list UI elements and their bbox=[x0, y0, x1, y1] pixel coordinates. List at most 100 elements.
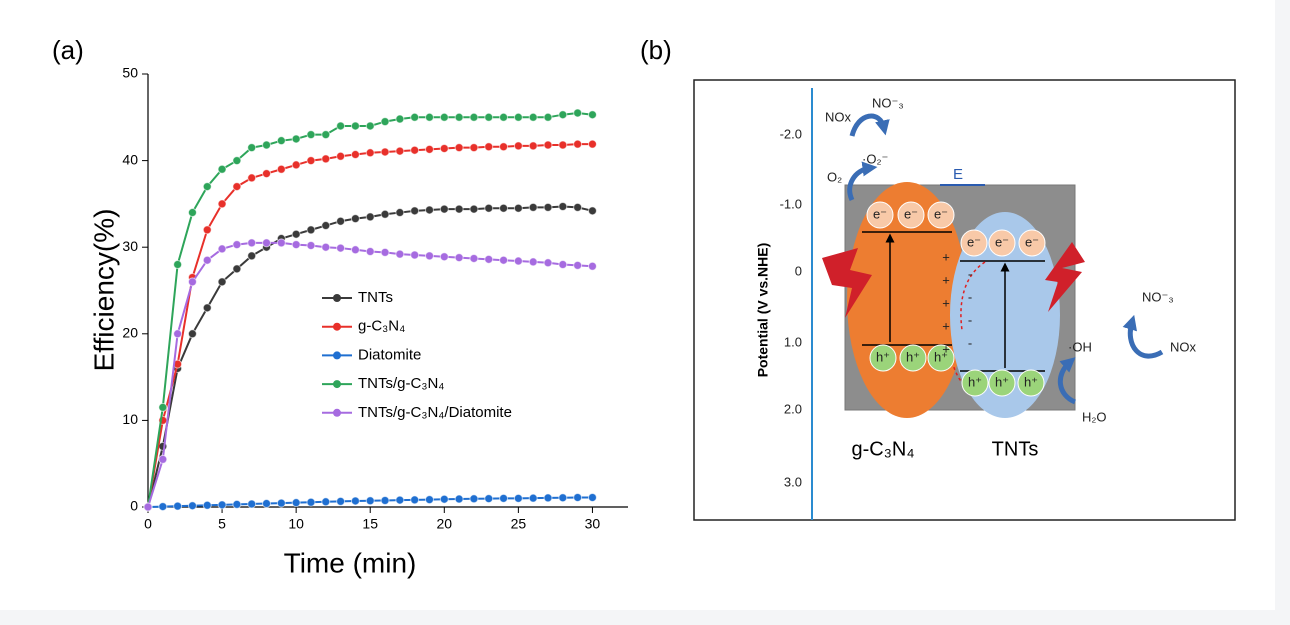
negative-charge: - bbox=[968, 312, 972, 327]
data-point bbox=[350, 245, 360, 255]
data-point bbox=[173, 329, 183, 339]
data-point bbox=[454, 112, 464, 122]
legend-label: Diatomite bbox=[358, 346, 421, 363]
data-point bbox=[217, 164, 227, 174]
data-point bbox=[469, 112, 479, 122]
light-bolt bbox=[822, 248, 872, 318]
data-point bbox=[143, 502, 153, 512]
diagram: Potential (V vs.NHE) -2.0 -1.0 0 1.0 2.0… bbox=[693, 79, 1236, 521]
y-tick-label: 20 bbox=[122, 325, 138, 341]
data-point bbox=[528, 257, 538, 267]
hole: h⁺ bbox=[1024, 374, 1038, 389]
data-point bbox=[291, 160, 301, 170]
data-point bbox=[587, 261, 597, 271]
data-point bbox=[424, 495, 434, 505]
panel-label: (a) bbox=[52, 35, 84, 65]
data-point bbox=[202, 182, 212, 192]
x-tick-label: 20 bbox=[437, 516, 453, 532]
legend-marker bbox=[333, 351, 341, 360]
data-point bbox=[232, 240, 242, 250]
data-point bbox=[217, 244, 227, 254]
data-point bbox=[410, 495, 420, 505]
data-point bbox=[336, 151, 346, 161]
data-point bbox=[365, 212, 375, 222]
data-point bbox=[469, 494, 479, 504]
data-point bbox=[350, 496, 360, 506]
data-point bbox=[336, 216, 346, 226]
data-point bbox=[424, 251, 434, 261]
data-point bbox=[573, 202, 583, 212]
data-point bbox=[321, 497, 331, 507]
data-point bbox=[410, 145, 420, 155]
x-tick-label: 25 bbox=[511, 516, 527, 532]
potential-tick: 1.0 bbox=[784, 334, 802, 349]
material-label: g-C₃N₄ bbox=[852, 438, 915, 460]
data-point bbox=[247, 251, 257, 261]
data-point bbox=[365, 121, 375, 131]
x-tick-label: 15 bbox=[362, 516, 378, 532]
data-point bbox=[306, 156, 316, 166]
data-point bbox=[513, 493, 523, 503]
data-point bbox=[469, 204, 479, 214]
y-axis-title: Efficiency(%) bbox=[88, 209, 119, 372]
data-point bbox=[558, 493, 568, 503]
data-point bbox=[276, 238, 286, 248]
data-point bbox=[573, 108, 583, 118]
data-point bbox=[543, 202, 553, 212]
data-point bbox=[528, 493, 538, 503]
data-point bbox=[232, 182, 242, 192]
positive-charge: + bbox=[942, 318, 950, 333]
data-point bbox=[365, 148, 375, 158]
data-point bbox=[499, 142, 509, 152]
hole: h⁺ bbox=[934, 349, 948, 364]
data-point bbox=[454, 253, 464, 263]
potential-tick: -1.0 bbox=[780, 196, 802, 211]
data-point bbox=[543, 258, 553, 268]
data-point bbox=[410, 112, 420, 122]
data-point bbox=[395, 208, 405, 218]
data-point bbox=[291, 498, 301, 508]
material-label: TNTs bbox=[992, 438, 1039, 460]
data-point bbox=[454, 204, 464, 214]
data-point bbox=[350, 150, 360, 160]
data-point bbox=[291, 134, 301, 144]
data-point bbox=[484, 494, 494, 504]
legend-label: TNTs/g-C₃N₄/Diatomite bbox=[358, 404, 512, 421]
electron-transfer bbox=[960, 261, 986, 331]
data-point bbox=[573, 260, 583, 270]
data-point bbox=[543, 140, 553, 150]
legend-label: g-C₃N₄ bbox=[358, 318, 405, 335]
x-tick-label: 5 bbox=[218, 516, 226, 532]
data-point bbox=[484, 254, 494, 264]
data-point bbox=[558, 140, 568, 150]
data-point bbox=[187, 277, 197, 287]
data-point bbox=[306, 225, 316, 235]
data-point bbox=[158, 502, 168, 512]
data-point bbox=[158, 454, 168, 464]
data-point bbox=[543, 493, 553, 503]
data-point bbox=[232, 264, 242, 274]
x-axis-title: Time (min) bbox=[284, 547, 417, 578]
field-label: E bbox=[953, 166, 963, 183]
negative-charge: - bbox=[968, 266, 972, 281]
data-point bbox=[291, 240, 301, 250]
data-point bbox=[202, 500, 212, 510]
data-point bbox=[439, 252, 449, 262]
data-point bbox=[336, 243, 346, 253]
data-point bbox=[395, 146, 405, 156]
figure: (a) (b) Time (min) Efficiency(%) Potenti… bbox=[0, 0, 1275, 610]
electron: e⁻ bbox=[873, 206, 887, 221]
data-point bbox=[424, 205, 434, 215]
data-point bbox=[573, 492, 583, 502]
data-point bbox=[380, 147, 390, 157]
data-point bbox=[484, 142, 494, 152]
data-point bbox=[173, 501, 183, 511]
reaction-arrow bbox=[1122, 314, 1164, 359]
holes bbox=[869, 344, 1045, 397]
y-tick-label: 50 bbox=[122, 65, 138, 81]
data-point bbox=[469, 253, 479, 263]
data-point bbox=[336, 496, 346, 506]
y-tick-label: 10 bbox=[122, 411, 138, 427]
data-point bbox=[247, 173, 257, 183]
hole: h⁺ bbox=[876, 349, 890, 364]
